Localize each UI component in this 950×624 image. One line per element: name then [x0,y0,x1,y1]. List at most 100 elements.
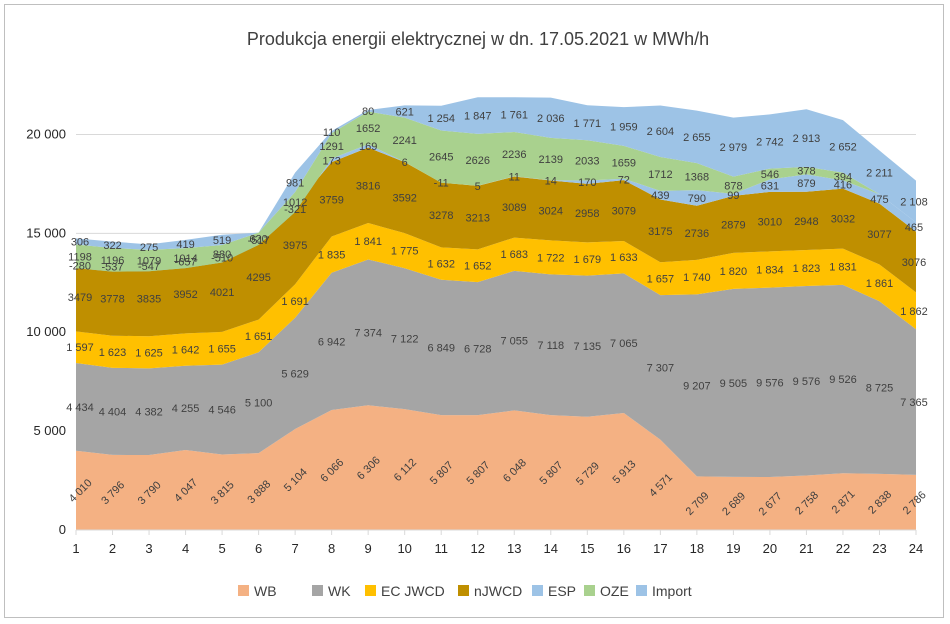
data-label: 2 652 [829,141,857,153]
x-tick-label: 15 [580,541,594,556]
x-tick-label: 3 [145,541,152,556]
data-label: 3079 [612,206,636,218]
data-label: 1 847 [464,111,492,123]
data-label: 620 [249,234,267,246]
data-label: 80 [362,106,374,118]
legend-label: nJWCD [474,583,522,599]
data-label: 5 100 [245,398,273,410]
data-label: 1 691 [281,296,309,308]
data-label: 5 629 [281,368,309,380]
data-label: 2 655 [683,132,711,144]
data-label: 7 374 [354,327,382,339]
data-label: 879 [797,178,815,190]
data-label: 465 [905,222,923,234]
data-label: 1 679 [574,254,602,266]
x-tick-label: 12 [471,541,485,556]
data-label: 6 942 [318,336,346,348]
data-label: 169 [359,141,377,153]
data-label: 3835 [137,293,161,305]
data-label: -510 [211,252,233,264]
data-label: 6 849 [427,342,455,354]
data-label: 419 [176,239,194,251]
x-tick-label: 6 [255,541,262,556]
area-series-ec-jwcd [76,223,916,369]
y-tick-label: 5 000 [33,423,66,438]
data-label: 1 820 [720,266,748,278]
data-label: 2139 [539,154,563,166]
data-label: 4 382 [135,407,163,419]
y-tick-label: 10 000 [26,324,66,339]
data-label: 1198 [68,251,92,263]
data-label: 9 526 [829,374,857,386]
x-tick-label: 22 [836,541,850,556]
data-label: 4 434 [66,402,94,414]
data-label: 439 [651,190,669,202]
data-label: 3175 [648,226,672,238]
data-label: 3076 [902,257,926,269]
x-tick-label: 21 [799,541,813,556]
data-label: 3816 [356,180,380,192]
data-label: 7 118 [537,340,564,352]
data-label: 631 [761,181,779,193]
legend-label: Import [652,583,692,599]
data-label: 1012 [283,197,307,209]
area-series-wk [76,259,916,478]
data-label: 3778 [100,293,124,305]
data-label: 3592 [392,193,416,205]
data-label: 8 725 [866,383,894,395]
data-label: 1 652 [464,261,492,273]
data-label: -517 [248,235,270,247]
data-label: 6 [402,157,408,169]
data-label: 72 [618,174,630,186]
data-label: 1 959 [610,122,638,134]
data-label: 3024 [539,205,563,217]
data-label: 11 [509,171,520,183]
data-label: 2626 [465,155,489,167]
data-label: 1 657 [647,274,675,286]
data-label: 1 771 [574,118,602,130]
data-label: 2 913 [793,133,821,145]
data-label: 519 [213,235,231,247]
data-label: 6 728 [464,344,492,356]
legend-swatch-wk [312,585,323,596]
data-label: 1 834 [756,265,784,277]
legend-swatch-oze [584,585,595,596]
data-label: 1 597 [66,342,94,354]
data-label: 1 683 [500,249,528,261]
data-label: 1368 [685,172,709,184]
data-label: 1 823 [793,263,821,275]
y-tick-label: 0 [59,522,66,537]
data-label: 378 [797,166,815,178]
data-label: 9 576 [793,376,821,388]
data-label: 1 254 [427,113,455,125]
x-tick-label: 18 [690,541,704,556]
data-label: 7 122 [391,334,419,346]
data-label: 1 655 [208,343,236,355]
data-label: 1 642 [172,345,200,357]
data-label: 2 036 [537,113,565,125]
data-label: 2 604 [647,126,675,138]
data-label: 322 [103,240,121,252]
area-series-oze [76,111,916,272]
y-tick-label: 20 000 [26,126,66,141]
chart-title: Produkcja energii elektrycznej w dn. 17.… [247,29,709,49]
data-label: 394 [834,172,852,184]
data-label: -280 [69,260,91,272]
data-label: -657 [175,257,197,269]
x-tick-label: 4 [182,541,189,556]
data-label: 2948 [794,216,818,228]
x-tick-label: 20 [763,541,777,556]
data-label: 173 [322,155,340,167]
data-label: 2033 [575,155,599,167]
data-label: 2241 [392,135,416,147]
data-label: 7 135 [574,341,602,353]
data-label: 2 742 [756,136,784,148]
area-series-import [76,97,916,250]
data-label: 3213 [465,213,489,225]
data-label: 9 207 [683,380,711,392]
data-label: 2645 [429,152,453,164]
data-label: -537 [102,261,124,273]
data-label: 3278 [429,210,453,222]
